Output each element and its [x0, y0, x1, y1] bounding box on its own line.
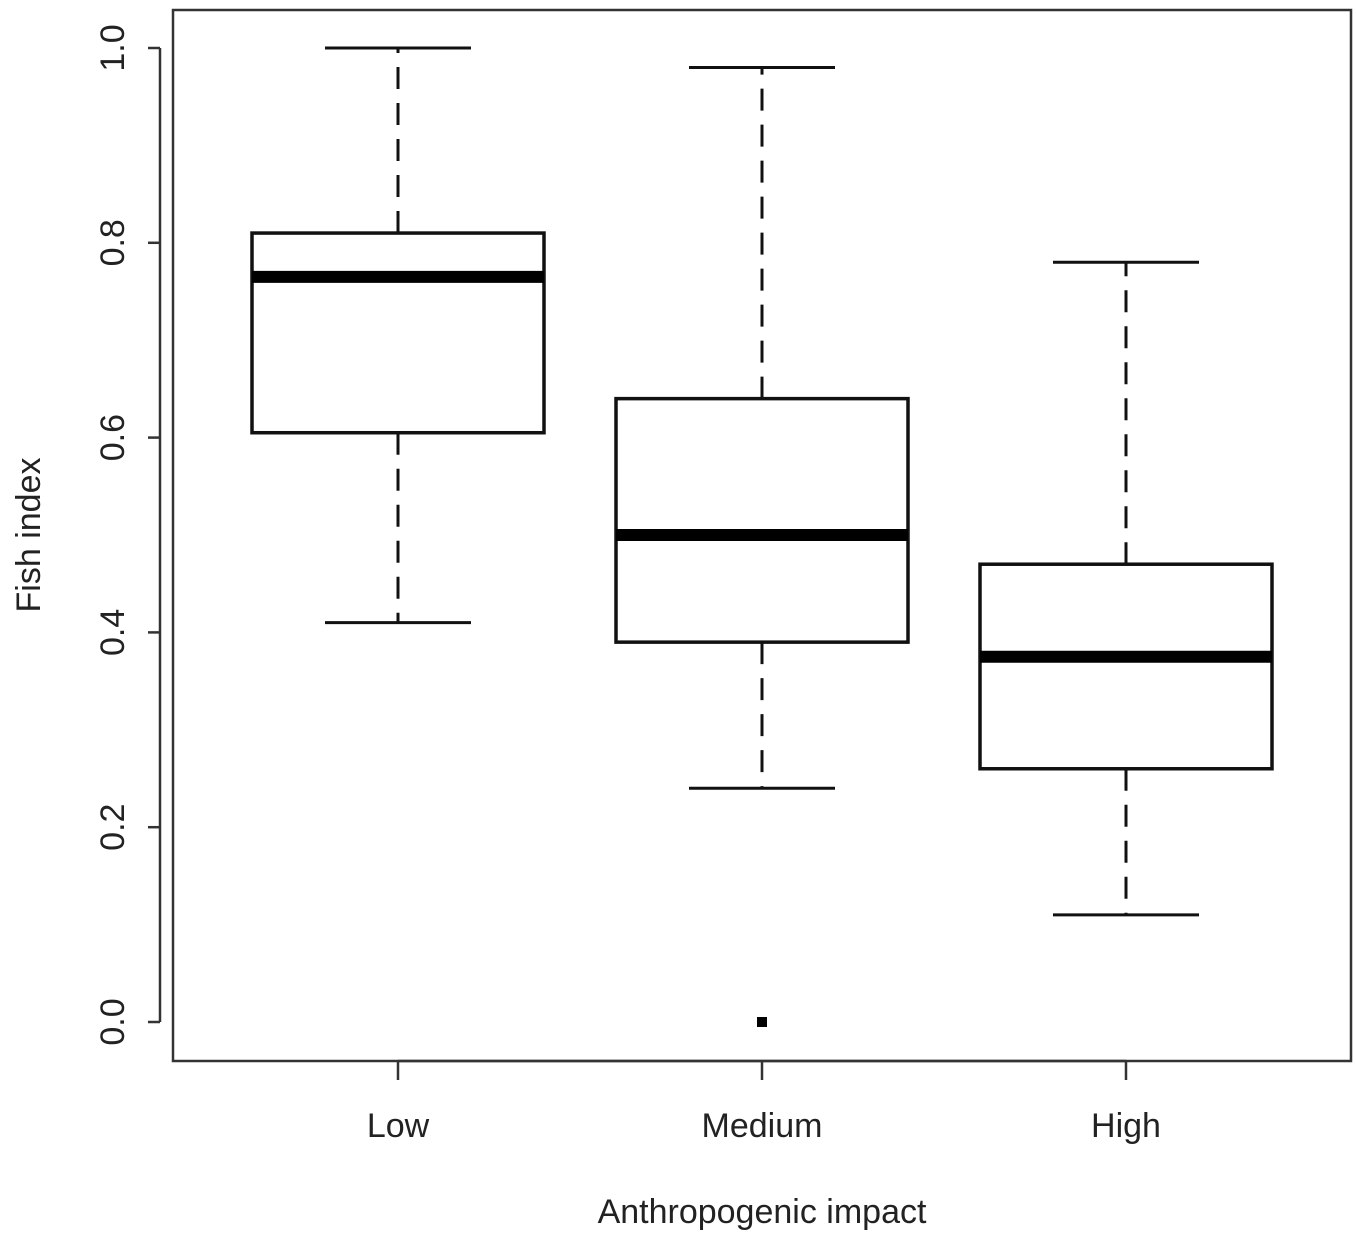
box-medium — [614, 65, 910, 1027]
iqr-box — [614, 396, 910, 644]
x-tick-label: Low — [367, 1107, 430, 1145]
x-axis-title: Anthropogenic impact — [598, 1193, 927, 1231]
y-tick-label: 0.2 — [94, 804, 132, 851]
y-tick-label: 0.6 — [94, 414, 132, 461]
y-tick-label: 0.4 — [94, 609, 132, 656]
x-axis: Low Medium High — [367, 1059, 1161, 1145]
y-tick-label: 0.0 — [94, 998, 132, 1045]
y-tick-label: 1.0 — [94, 24, 132, 71]
x-tick-label: Medium — [702, 1107, 823, 1145]
box-low — [250, 46, 546, 625]
y-axis-title: Fish index — [10, 458, 48, 613]
iqr-box — [978, 562, 1274, 771]
box-high — [978, 260, 1274, 917]
y-tick-label: 0.8 — [94, 219, 132, 266]
boxes — [250, 46, 1274, 1027]
x-tick-label: High — [1091, 1107, 1161, 1145]
iqr-box — [250, 231, 546, 435]
y-axis: 0.0 0.2 0.4 0.6 0.8 1.0 — [94, 24, 162, 1046]
outlier-point — [757, 1017, 767, 1027]
